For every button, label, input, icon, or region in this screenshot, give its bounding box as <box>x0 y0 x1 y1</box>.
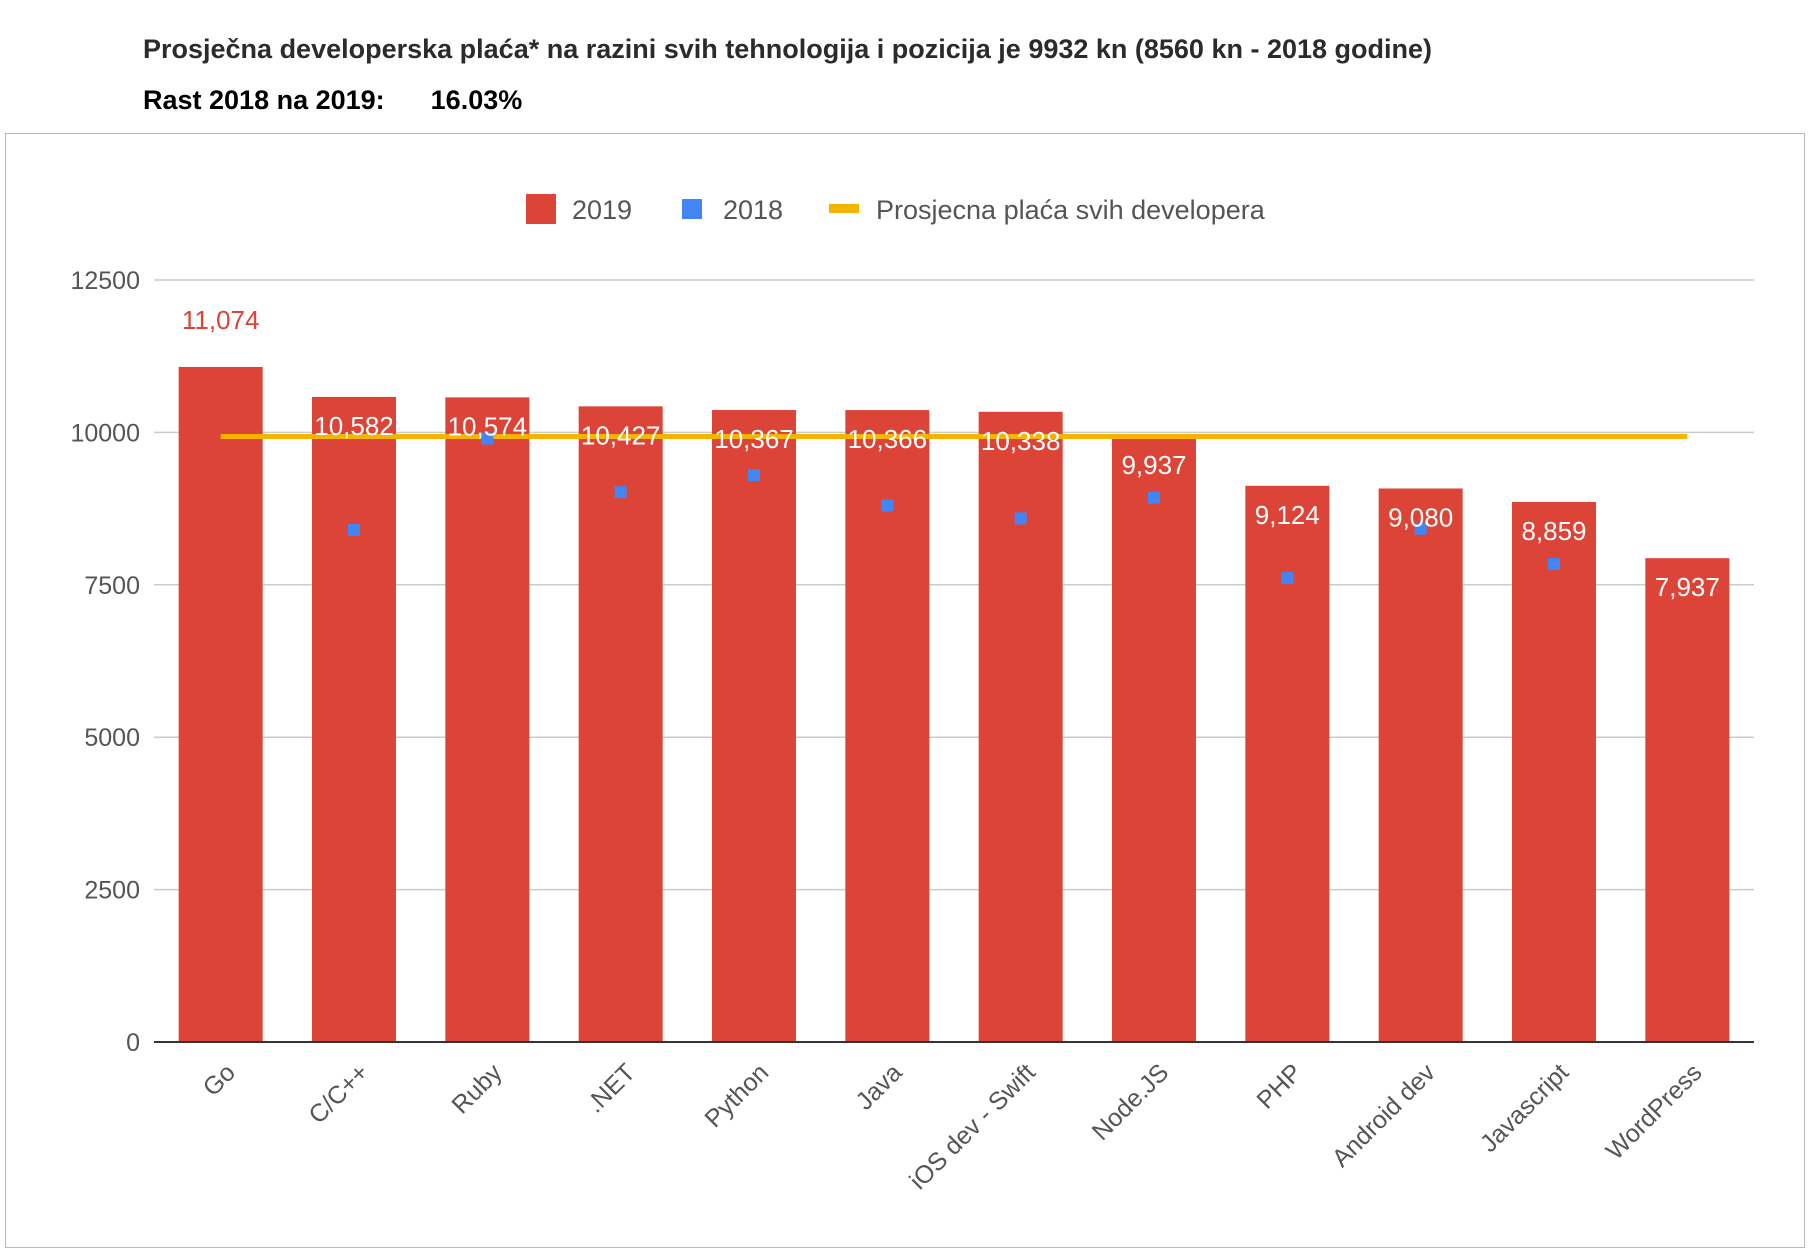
bar-2019 <box>1112 436 1196 1042</box>
bar-2019 <box>1512 501 1596 1043</box>
chart-heading: Prosječna developerska plaća* na razini … <box>143 34 1432 64</box>
data-label: 9,124 <box>1255 500 1320 530</box>
category-label: iOS dev - Swift <box>904 1058 1041 1195</box>
y-tick-label: 10000 <box>70 419 140 447</box>
data-label: 9,937 <box>1121 450 1186 480</box>
y-tick-label: 5000 <box>84 724 140 752</box>
bar-2019 <box>178 366 263 1042</box>
y-tick-label: 0 <box>126 1029 140 1057</box>
bar-2019 <box>312 396 396 1043</box>
bar-2019 <box>1645 558 1730 1042</box>
category-label: Java <box>850 1058 907 1115</box>
data-label: 7,937 <box>1655 572 1720 602</box>
marker-2018 <box>881 499 894 512</box>
data-label: 10,366 <box>848 424 928 454</box>
category-label: Python <box>699 1058 774 1133</box>
data-label: 10,582 <box>314 411 394 441</box>
y-tick-label: 12500 <box>70 267 140 295</box>
bar-2019 <box>845 410 930 1043</box>
y-tick-label: 7500 <box>84 572 140 600</box>
growth-label: Rast 2018 na 2019: <box>143 85 385 115</box>
category-label: PHP <box>1251 1058 1307 1114</box>
bar-2019 <box>712 410 796 1042</box>
marker-2018 <box>614 486 627 499</box>
data-label: 8,859 <box>1521 516 1586 546</box>
chart-frame <box>5 133 1805 1248</box>
marker-2018 <box>348 523 360 536</box>
legend-label-average: Prosjecna plaća svih developera <box>876 195 1266 225</box>
bar-2019 <box>1378 488 1463 1043</box>
category-label: WordPress <box>1601 1058 1708 1165</box>
legend-swatch-average <box>829 204 859 213</box>
marker-2018 <box>1148 491 1160 504</box>
data-label: 10,427 <box>581 420 661 450</box>
data-label: 10,367 <box>714 424 794 454</box>
category-label: Go <box>198 1058 241 1101</box>
category-label: .NET <box>581 1058 641 1118</box>
growth-heading: Rast 2018 na 2019: 16.03% <box>143 85 522 116</box>
bar-2019 <box>445 397 530 1043</box>
bar-2019 <box>578 406 663 1042</box>
legend-swatch-2019 <box>526 194 556 224</box>
data-label: 11,074 <box>182 305 260 335</box>
legend-label-2019: 2019 <box>572 195 632 225</box>
category-label: Ruby <box>446 1058 507 1119</box>
growth-value: 16.03% <box>430 85 523 115</box>
data-label: 9,080 <box>1388 502 1453 532</box>
marker-2018 <box>1014 512 1027 525</box>
legend-label-2018: 2018 <box>723 195 783 225</box>
bar-2019 <box>1245 485 1330 1042</box>
data-label: 10,338 <box>981 426 1061 456</box>
marker-2018 <box>1414 522 1427 535</box>
bar-2019 <box>978 411 1063 1042</box>
marker-2018 <box>748 469 760 482</box>
y-tick-label: 2500 <box>84 877 140 905</box>
category-label: Android dev <box>1327 1058 1441 1172</box>
category-label: C/C++ <box>303 1058 374 1129</box>
category-label: Javascript <box>1475 1058 1574 1157</box>
data-label: 10,574 <box>448 411 528 441</box>
marker-2018 <box>1281 572 1294 585</box>
legend-swatch-2018 <box>682 199 702 219</box>
marker-2018 <box>1548 558 1560 571</box>
category-label: Node.JS <box>1087 1058 1175 1146</box>
marker-2018 <box>481 432 494 445</box>
